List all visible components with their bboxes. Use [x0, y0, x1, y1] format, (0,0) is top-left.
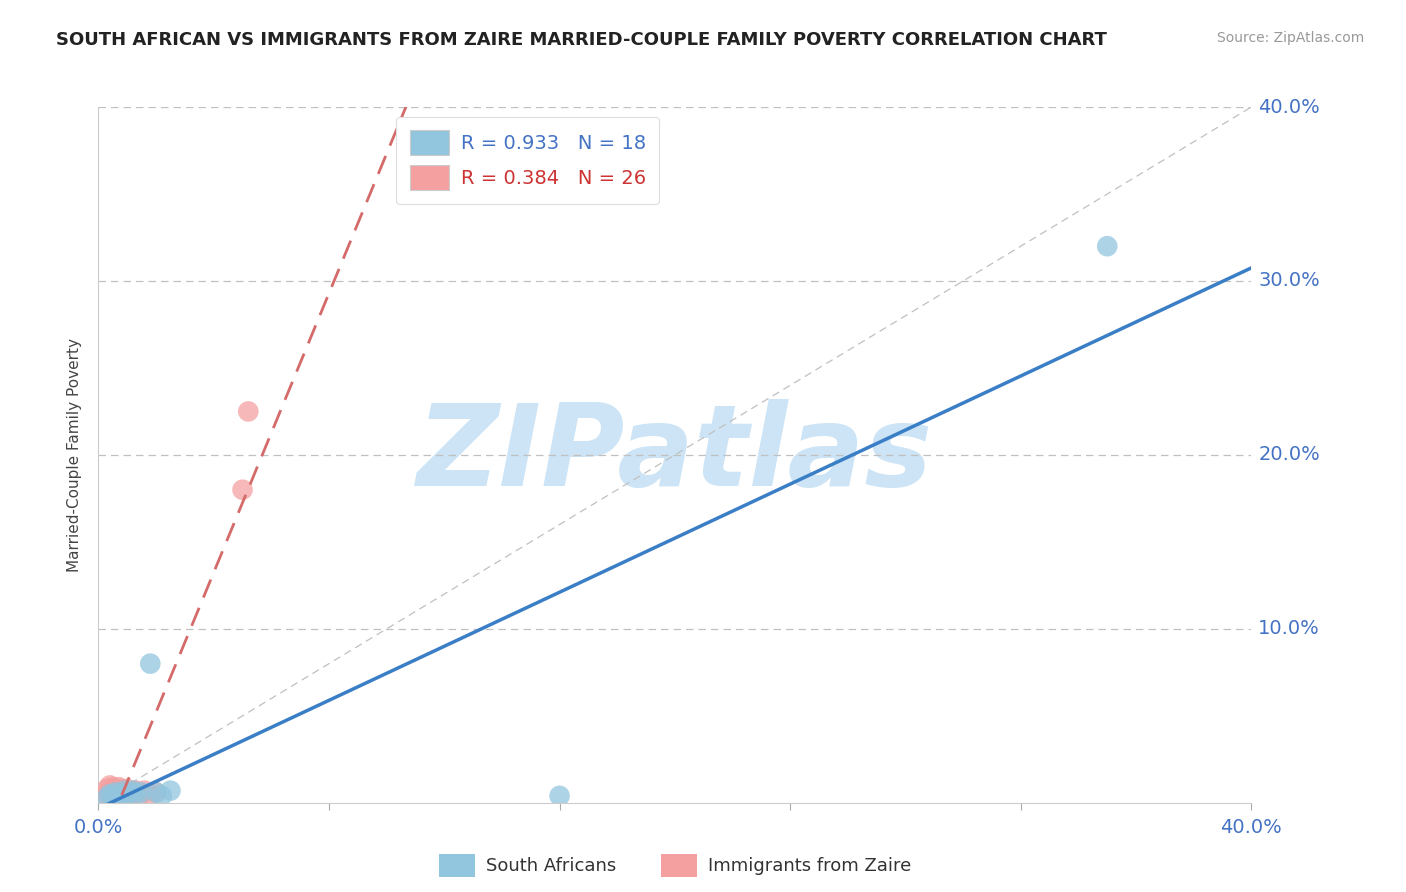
Point	[98, 787, 121, 801]
Text: 30.0%: 30.0%	[1258, 271, 1320, 291]
Point	[104, 785, 127, 799]
Point	[117, 787, 138, 801]
Text: SOUTH AFRICAN VS IMMIGRANTS FROM ZAIRE MARRIED-COUPLE FAMILY POVERTY CORRELATION: SOUTH AFRICAN VS IMMIGRANTS FROM ZAIRE M…	[56, 31, 1107, 49]
Point	[1097, 239, 1119, 253]
Point	[107, 789, 129, 803]
Point	[101, 787, 124, 801]
Point	[107, 787, 129, 801]
Point	[231, 483, 254, 497]
Text: 20.0%: 20.0%	[1258, 445, 1320, 465]
Text: 40.0%: 40.0%	[1258, 97, 1320, 117]
Point	[150, 789, 173, 803]
Point	[101, 780, 124, 794]
Point	[96, 787, 118, 801]
Point	[122, 783, 145, 797]
Point	[128, 785, 150, 799]
Point	[145, 785, 167, 799]
Text: ZIPatlas: ZIPatlas	[416, 400, 934, 510]
Point	[134, 783, 156, 797]
Point	[120, 785, 142, 799]
Point	[96, 781, 118, 796]
Point	[139, 787, 162, 801]
Point	[104, 789, 127, 803]
Point	[98, 789, 121, 803]
Text: 10.0%: 10.0%	[1258, 619, 1320, 639]
Point	[159, 783, 181, 797]
Point	[125, 787, 148, 801]
Point	[110, 789, 132, 803]
Point	[107, 780, 129, 794]
Point	[110, 787, 132, 801]
Point	[139, 657, 162, 671]
Point	[101, 783, 124, 797]
Text: Source: ZipAtlas.com: Source: ZipAtlas.com	[1216, 31, 1364, 45]
Point	[110, 781, 132, 796]
Point	[548, 789, 571, 803]
Point	[112, 783, 135, 797]
Point	[101, 789, 124, 803]
Point	[112, 785, 135, 799]
Point	[131, 785, 153, 799]
Legend: South Africans, Immigrants from Zaire: South Africans, Immigrants from Zaire	[432, 847, 918, 884]
Point	[122, 787, 145, 801]
Point	[238, 404, 260, 418]
Point	[117, 787, 138, 801]
Y-axis label: Married-Couple Family Poverty: Married-Couple Family Poverty	[67, 338, 83, 572]
Point	[120, 785, 142, 799]
Point	[131, 787, 153, 801]
Point	[104, 781, 127, 796]
Point	[117, 781, 138, 796]
Point	[145, 785, 167, 799]
Point	[98, 778, 121, 792]
Point	[96, 790, 118, 805]
Point	[125, 783, 148, 797]
